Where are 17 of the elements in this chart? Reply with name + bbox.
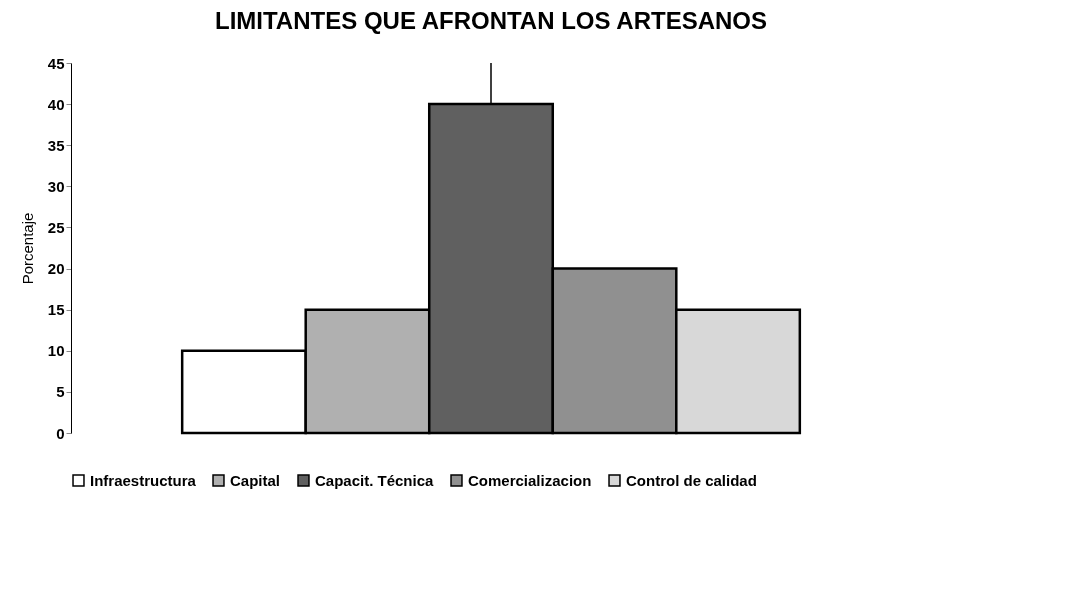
y-tick-label: 5 bbox=[56, 383, 65, 401]
y-tick-label: 15 bbox=[47, 301, 65, 319]
y-axis-title: Porcentaje bbox=[18, 212, 36, 285]
y-tick-label: 40 bbox=[47, 95, 65, 113]
legend-label: Comercializacion bbox=[468, 471, 592, 489]
legend-label: Control de calidad bbox=[626, 471, 757, 489]
y-tick-label: 20 bbox=[47, 260, 65, 278]
chart-title: LIMITANTES QUE AFRONTAN LOS ARTESANOS bbox=[215, 7, 767, 34]
y-tick-label: 35 bbox=[47, 136, 65, 154]
y-tick-label: 30 bbox=[47, 177, 65, 195]
y-tick-label: 25 bbox=[47, 218, 65, 236]
legend-label: Capacit. Técnica bbox=[315, 471, 435, 489]
legend-label: Capital bbox=[230, 471, 281, 489]
legend-label: Infraestructura bbox=[90, 471, 197, 489]
y-tick-label: 10 bbox=[47, 342, 65, 360]
y-tick-label: 0 bbox=[56, 424, 65, 442]
y-tick-label: 45 bbox=[47, 54, 65, 72]
